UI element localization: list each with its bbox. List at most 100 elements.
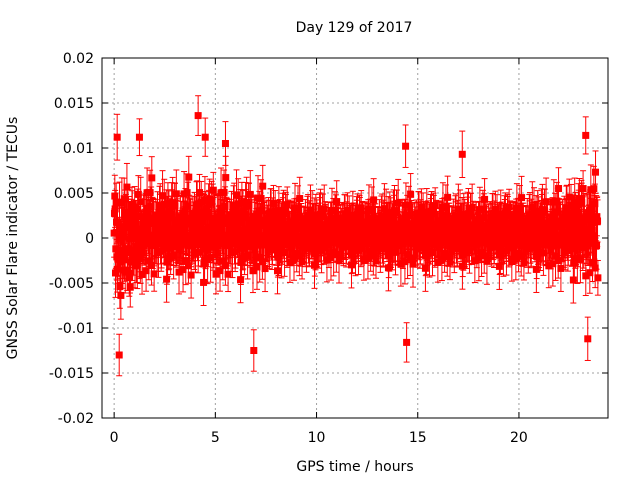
data-point bbox=[269, 216, 277, 224]
data-point bbox=[174, 218, 182, 226]
data-point bbox=[148, 174, 156, 182]
data-point bbox=[135, 213, 143, 221]
data-point bbox=[246, 190, 254, 198]
data-point bbox=[125, 274, 133, 282]
data-point bbox=[219, 220, 227, 228]
data-point bbox=[125, 248, 133, 256]
data-point bbox=[132, 243, 140, 251]
data-point bbox=[136, 255, 144, 263]
data-point bbox=[114, 218, 122, 226]
data-layer bbox=[110, 95, 602, 377]
data-point bbox=[201, 197, 209, 205]
data-point bbox=[151, 242, 159, 250]
data-point bbox=[245, 202, 253, 210]
data-point bbox=[123, 183, 131, 191]
data-point bbox=[164, 199, 172, 207]
data-point bbox=[182, 257, 190, 265]
data-point bbox=[171, 202, 179, 210]
data-point bbox=[205, 208, 213, 216]
data-point bbox=[175, 268, 183, 276]
data-point bbox=[163, 258, 171, 266]
data-point bbox=[147, 261, 155, 269]
data-point bbox=[310, 261, 318, 269]
data-point bbox=[157, 237, 165, 245]
data-point bbox=[170, 230, 178, 238]
data-point bbox=[235, 219, 243, 227]
data-point bbox=[238, 199, 246, 207]
data-point bbox=[221, 202, 229, 210]
data-point bbox=[152, 215, 160, 223]
data-point bbox=[184, 262, 192, 270]
data-point bbox=[141, 239, 149, 247]
data-point bbox=[226, 215, 234, 223]
data-point bbox=[239, 207, 247, 215]
data-point bbox=[225, 242, 233, 250]
data-point bbox=[209, 186, 217, 194]
data-point bbox=[116, 283, 124, 291]
data-point bbox=[269, 200, 277, 208]
data-point bbox=[200, 278, 208, 286]
data-point bbox=[281, 231, 289, 239]
data-point bbox=[268, 245, 276, 253]
data-point bbox=[271, 207, 279, 215]
data-point bbox=[237, 258, 245, 266]
data-point bbox=[162, 231, 170, 239]
data-point bbox=[252, 238, 260, 246]
data-point bbox=[234, 223, 242, 231]
data-point bbox=[216, 267, 224, 275]
data-point bbox=[158, 240, 166, 248]
data-point bbox=[120, 251, 128, 259]
data-point bbox=[163, 275, 171, 283]
data-point bbox=[236, 231, 244, 239]
data-point bbox=[294, 204, 302, 212]
data-point bbox=[245, 222, 253, 230]
data-point bbox=[172, 190, 180, 198]
data-point bbox=[128, 224, 136, 232]
data-point bbox=[275, 207, 283, 215]
data-point bbox=[231, 248, 239, 256]
data-point bbox=[194, 248, 202, 256]
data-point bbox=[258, 234, 266, 242]
data-point bbox=[160, 223, 168, 231]
data-point bbox=[124, 245, 132, 253]
data-point bbox=[121, 256, 129, 264]
data-point bbox=[218, 227, 226, 235]
data-point bbox=[255, 228, 263, 236]
data-point bbox=[316, 218, 324, 226]
data-point bbox=[187, 271, 195, 279]
data-point bbox=[267, 208, 275, 216]
data-point bbox=[111, 269, 119, 277]
data-point bbox=[122, 224, 130, 232]
data-point bbox=[268, 239, 276, 247]
data-point bbox=[179, 266, 187, 274]
data-point bbox=[184, 202, 192, 210]
data-point bbox=[263, 237, 271, 245]
data-point bbox=[274, 267, 282, 275]
data-point bbox=[312, 211, 320, 219]
data-point bbox=[159, 192, 167, 200]
data-point bbox=[111, 205, 119, 213]
data-point bbox=[200, 260, 208, 268]
data-point bbox=[134, 190, 142, 198]
data-point bbox=[216, 212, 224, 220]
data-point bbox=[300, 237, 308, 245]
data-point bbox=[298, 258, 306, 266]
data-point bbox=[230, 202, 238, 210]
data-point bbox=[286, 259, 294, 267]
data-point bbox=[261, 265, 269, 273]
data-point bbox=[226, 238, 234, 246]
data-point bbox=[290, 256, 298, 264]
data-point bbox=[253, 263, 261, 271]
data-point bbox=[208, 221, 216, 229]
data-point bbox=[233, 191, 241, 199]
data-point bbox=[189, 214, 197, 222]
data-point bbox=[289, 237, 297, 245]
data-point bbox=[220, 188, 228, 196]
data-point bbox=[158, 212, 166, 220]
data-point bbox=[126, 283, 134, 291]
data-point bbox=[318, 232, 326, 240]
data-point bbox=[258, 258, 266, 266]
data-point bbox=[219, 238, 227, 246]
data-point bbox=[146, 189, 154, 197]
data-point bbox=[305, 243, 313, 251]
